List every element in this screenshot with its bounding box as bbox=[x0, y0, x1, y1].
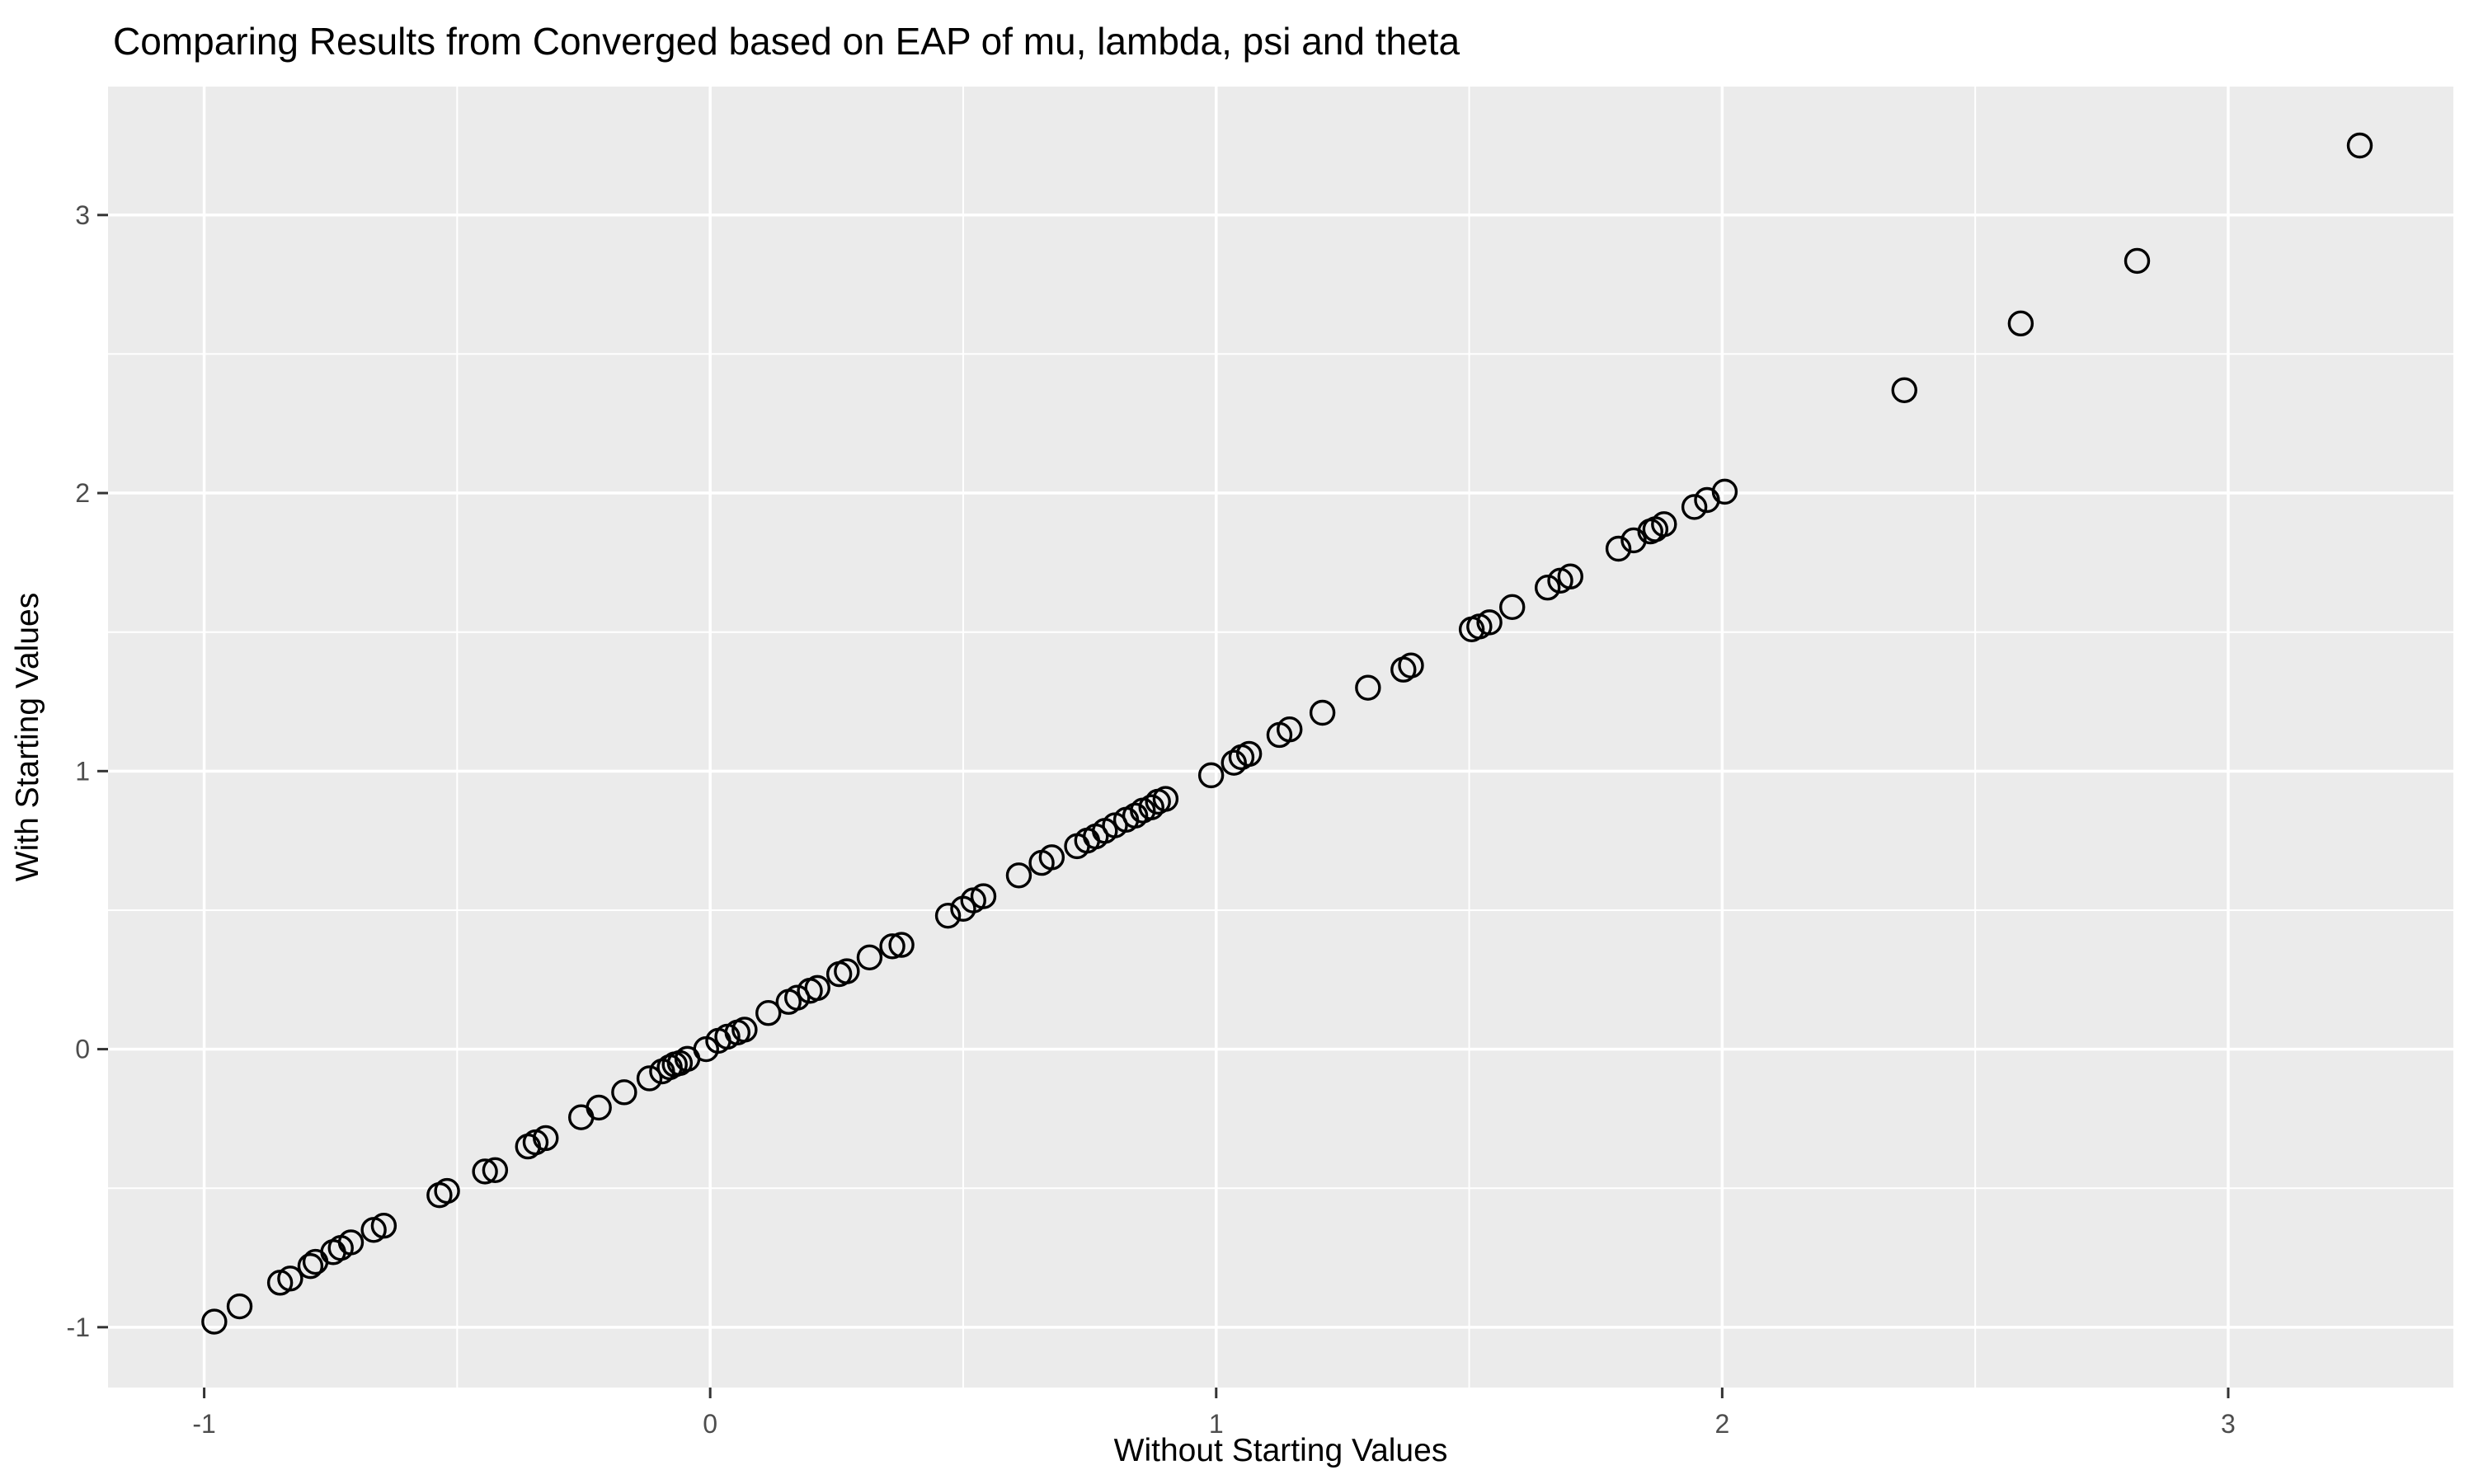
data-point bbox=[1122, 802, 1149, 829]
data-point bbox=[472, 1158, 498, 1185]
y-axis: -1 0 1 2 3 bbox=[67, 200, 108, 1342]
data-point bbox=[1534, 575, 1561, 601]
data-point bbox=[1651, 511, 1677, 538]
points-layer bbox=[201, 132, 2373, 1335]
plot-title: Comparing Results from Converged based o… bbox=[113, 20, 1460, 63]
data-point bbox=[2346, 132, 2373, 159]
data-point bbox=[434, 1177, 460, 1205]
x-tick-label: -1 bbox=[192, 1409, 215, 1439]
data-point bbox=[934, 902, 962, 929]
data-point bbox=[2124, 247, 2151, 275]
data-point bbox=[611, 1079, 637, 1106]
data-point bbox=[297, 1252, 324, 1280]
data-point bbox=[1681, 494, 1708, 520]
data-point bbox=[1476, 609, 1503, 636]
data-point bbox=[1309, 699, 1336, 726]
data-point bbox=[636, 1065, 663, 1092]
data-point bbox=[277, 1266, 303, 1292]
x-axis-title: Without Starting Values bbox=[1114, 1433, 1448, 1468]
y-tick-label: 1 bbox=[75, 756, 90, 786]
data-point bbox=[482, 1157, 509, 1183]
x-tick-label: 0 bbox=[703, 1409, 717, 1439]
data-point bbox=[370, 1213, 397, 1239]
data-point bbox=[1891, 377, 1917, 403]
data-point bbox=[337, 1229, 365, 1256]
data-point bbox=[226, 1293, 253, 1320]
data-point bbox=[804, 974, 830, 1002]
y-tick-label: 2 bbox=[75, 478, 90, 508]
data-point bbox=[2007, 310, 2034, 337]
data-point bbox=[1152, 786, 1179, 812]
x-tick-label: 1 bbox=[1209, 1409, 1224, 1439]
data-point bbox=[731, 1017, 758, 1043]
x-axis: -1 0 1 2 3 bbox=[192, 1388, 2236, 1439]
y-axis-title: With Starting Values bbox=[10, 593, 45, 881]
data-point bbox=[1398, 652, 1424, 679]
data-point bbox=[784, 984, 811, 1011]
data-point bbox=[834, 958, 860, 984]
data-point bbox=[856, 944, 883, 970]
x-tick-label: 3 bbox=[2221, 1409, 2236, 1439]
data-point bbox=[1038, 844, 1065, 871]
data-point bbox=[1557, 563, 1583, 589]
data-point bbox=[1005, 862, 1032, 889]
data-point bbox=[1235, 740, 1263, 768]
data-point bbox=[879, 933, 905, 960]
data-point bbox=[888, 932, 915, 958]
y-tick-label: 3 bbox=[75, 200, 90, 230]
data-point bbox=[1605, 535, 1632, 562]
data-point bbox=[1355, 674, 1381, 701]
plot-panel bbox=[108, 87, 2453, 1388]
y-tick-label: 0 bbox=[75, 1035, 90, 1064]
data-point bbox=[1277, 716, 1303, 743]
data-point bbox=[586, 1094, 612, 1121]
data-point bbox=[970, 883, 997, 909]
data-point bbox=[1711, 478, 1738, 505]
data-point bbox=[1221, 749, 1247, 776]
data-point bbox=[1138, 794, 1164, 820]
data-point bbox=[533, 1125, 559, 1152]
x-tick-label: 2 bbox=[1714, 1409, 1729, 1439]
data-point bbox=[755, 1000, 782, 1026]
data-point bbox=[201, 1308, 228, 1335]
data-point bbox=[1197, 762, 1225, 789]
y-tick-label: -1 bbox=[67, 1313, 90, 1342]
data-point bbox=[1499, 594, 1526, 621]
